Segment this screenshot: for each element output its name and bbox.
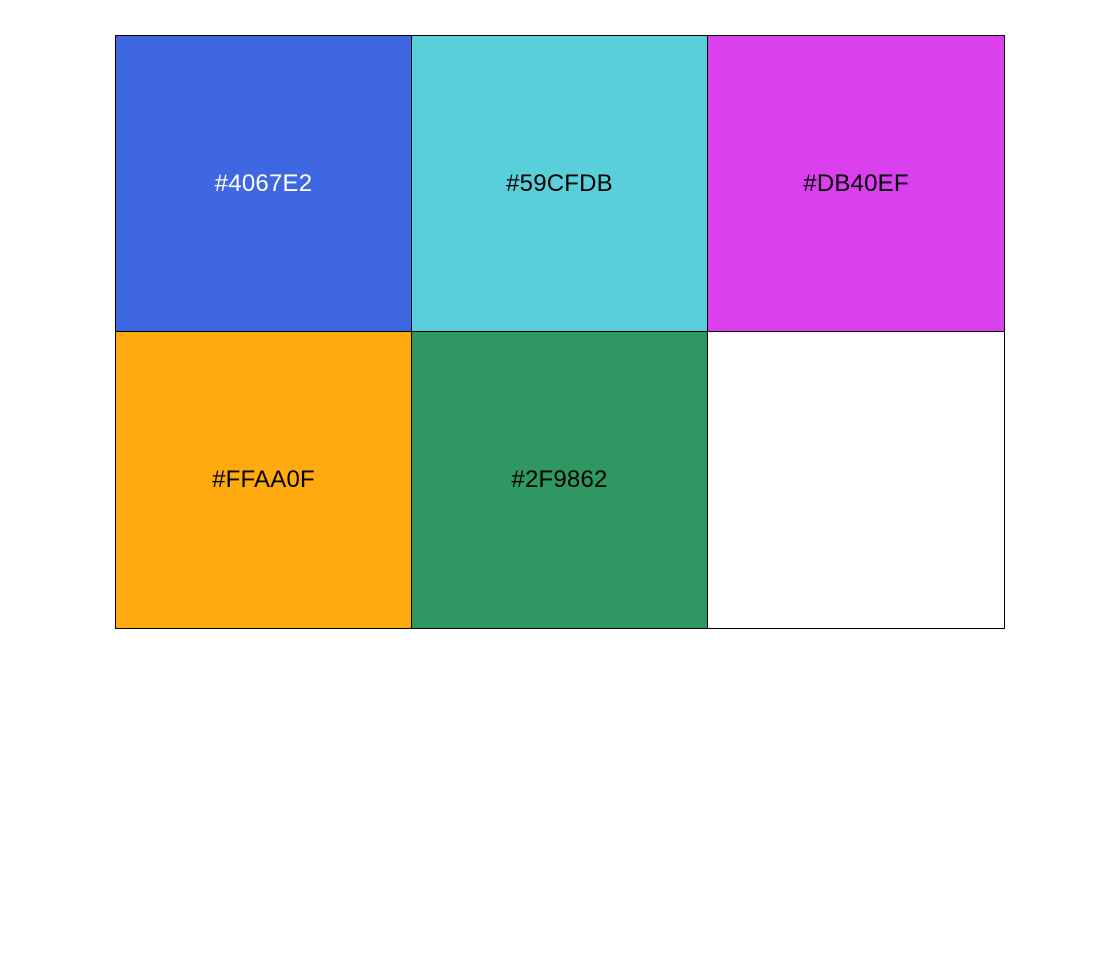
swatch-5: #2F9862 (412, 332, 708, 628)
swatch-4: #FFAA0F (116, 332, 412, 628)
swatch-label: #2F9862 (511, 466, 608, 493)
swatch-label: #FFAA0F (212, 466, 315, 493)
swatch-empty (708, 332, 1004, 628)
swatch-1: #4067E2 (116, 36, 412, 332)
swatch-label: #59CFDB (506, 169, 613, 197)
swatch-label: #4067E2 (214, 169, 313, 197)
color-swatch-grid: #4067E2 #59CFDB #DB40EF #FFAA0F #2F9862 (115, 35, 1005, 629)
swatch-3: #DB40EF (708, 36, 1004, 332)
swatch-label: #DB40EF (803, 169, 909, 197)
swatch-2: #59CFDB (412, 36, 708, 332)
